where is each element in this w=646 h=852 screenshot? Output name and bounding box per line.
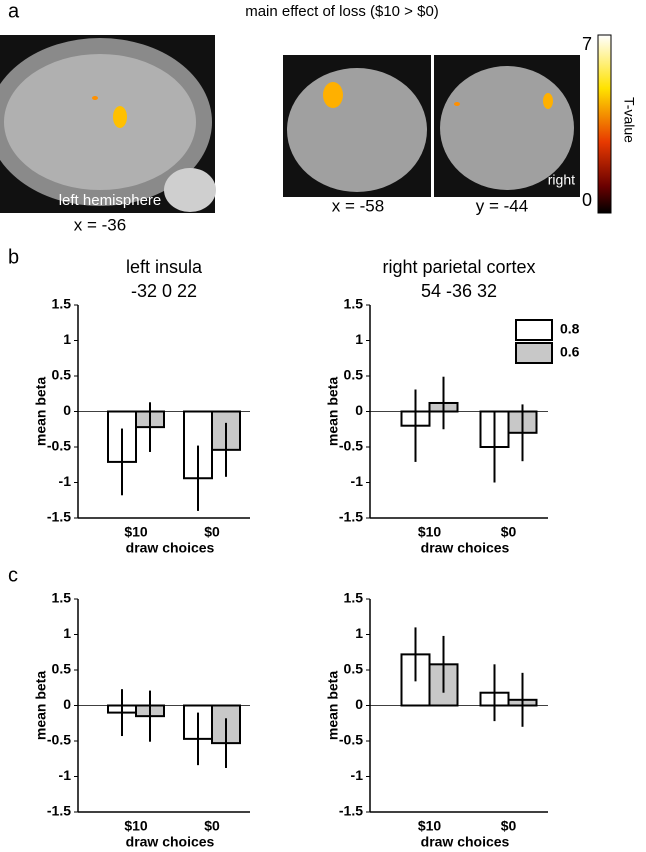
x-tick-label: $0 [204, 524, 220, 540]
panel-label: c [8, 564, 18, 586]
legend-label: 0.8 [560, 321, 580, 337]
y-tick-label: 1.5 [344, 296, 364, 312]
panel-label: a [8, 0, 20, 22]
y-tick-label: 1.5 [344, 590, 364, 606]
y-axis-label: mean beta [325, 377, 341, 446]
y-tick-label: -0.5 [339, 438, 363, 454]
y-tick-label: 0 [355, 696, 363, 712]
y-tick-label: 1.5 [52, 590, 72, 606]
x-axis-label: draw choices [421, 540, 510, 556]
y-tick-label: 0.5 [344, 661, 364, 677]
y-tick-label: -1.5 [47, 509, 71, 525]
image-label: left hemisphere [59, 192, 162, 209]
y-tick-label: 1 [63, 331, 71, 347]
y-tick-label: 0.5 [344, 367, 364, 383]
panel-label: b [8, 246, 19, 268]
brain-images [0, 34, 612, 214]
y-tick-label: -1 [59, 767, 72, 783]
image-label: right [548, 172, 575, 188]
y-tick-label: 1.5 [52, 296, 72, 312]
x-axis-label: draw choices [421, 834, 510, 850]
colorbar-max: 7 [582, 34, 592, 54]
chart-title: right parietal cortex [382, 257, 535, 277]
x-tick-label: $10 [418, 818, 442, 834]
y-tick-label: -1.5 [339, 509, 363, 525]
y-tick-label: 0.5 [52, 661, 72, 677]
y-tick-label: -0.5 [47, 438, 71, 454]
y-tick-label: -1.5 [339, 803, 363, 819]
colorbar-min: 0 [582, 190, 592, 210]
x-tick-label: $0 [204, 818, 220, 834]
y-tick-label: -1 [351, 767, 364, 783]
colorbar-label: T-value [621, 97, 637, 143]
y-axis-label: mean beta [325, 671, 341, 740]
y-tick-label: 0 [63, 696, 71, 712]
x-tick-label: $0 [501, 818, 517, 834]
x-tick-label: $0 [501, 524, 517, 540]
y-tick-label: -1 [59, 473, 72, 489]
chart-subtitle: -32 0 22 [131, 281, 197, 301]
y-axis-label: mean beta [33, 377, 49, 446]
x-tick-label: $10 [418, 524, 442, 540]
x-axis-label: draw choices [126, 540, 215, 556]
image-label: x = -58 [332, 196, 384, 215]
x-tick-label: $10 [124, 818, 148, 834]
y-tick-label: 0 [355, 402, 363, 418]
y-tick-label: 1 [355, 625, 363, 641]
chart-title: left insula [126, 257, 203, 277]
y-axis-label: mean beta [33, 671, 49, 740]
y-tick-label: -1.5 [47, 803, 71, 819]
x-axis-label: draw choices [126, 834, 215, 850]
y-tick-label: -0.5 [339, 732, 363, 748]
y-tick-label: 0 [63, 402, 71, 418]
legend-swatch [515, 319, 553, 341]
y-tick-label: -0.5 [47, 732, 71, 748]
x-tick-label: $10 [124, 524, 148, 540]
y-tick-label: -1 [351, 473, 364, 489]
y-tick-label: 1 [63, 625, 71, 641]
image-label: y = -44 [476, 196, 528, 215]
image-label: x = -36 [74, 215, 126, 234]
legend-swatch [515, 342, 553, 364]
figure-title: main effect of loss ($10 > $0) [245, 3, 439, 20]
y-tick-label: 0.5 [52, 367, 72, 383]
legend-label: 0.6 [560, 344, 580, 360]
y-tick-label: 1 [355, 331, 363, 347]
chart-subtitle: 54 -36 32 [421, 281, 497, 301]
